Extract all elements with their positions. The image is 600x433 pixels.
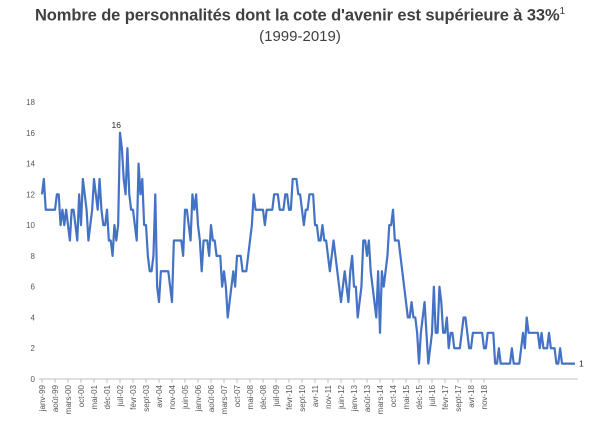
x-tick-label: déc-15	[415, 384, 424, 409]
x-tick-label: oct-14	[389, 384, 398, 407]
y-tick-label: 18	[26, 98, 35, 107]
y-tick-label: 4	[31, 313, 36, 322]
y-axis: 0 2 4 6 8 10 12 14 16 18	[26, 98, 35, 384]
series-group	[40, 131, 575, 365]
x-axis: janv-99 août-99 mars-00 oct-00 mai-01 déc-01 j…	[38, 378, 578, 414]
x-tick-label: mars-07	[220, 384, 229, 414]
x-tick-label: juil-02	[116, 384, 125, 407]
x-tick-label: mars-00	[64, 384, 73, 414]
y-tick-label: 8	[31, 252, 36, 261]
y-tick-label: 14	[26, 160, 35, 169]
x-tick-label: févr-10	[285, 384, 294, 409]
x-tick-label: nov-11	[324, 384, 333, 408]
y-tick-label: 12	[26, 190, 35, 199]
x-tick-label: juin-12	[337, 384, 346, 410]
x-tick-label: sept-17	[454, 384, 463, 411]
x-tick-label: nov-04	[168, 384, 177, 409]
series-line	[40, 131, 575, 365]
x-tick-label: août-06	[207, 384, 216, 412]
x-tick-label: juin-05	[181, 384, 190, 410]
x-tick-label: févr-17	[441, 384, 450, 409]
x-tick-label: juil-09	[272, 384, 281, 407]
x-tick-label: avr-18	[467, 384, 476, 407]
x-tick-label: nov-18	[480, 384, 489, 409]
x-tick-label: mars-14	[376, 384, 385, 414]
x-tick-label: juil-16	[428, 384, 437, 407]
data-label-peak: 16	[112, 120, 122, 130]
y-tick-label: 2	[31, 344, 36, 353]
x-tick-label: janv-13	[350, 384, 359, 412]
x-tick-label: avr-04	[155, 384, 164, 407]
x-tick-label: oct-00	[77, 384, 86, 407]
x-tick-label: mai-15	[402, 384, 411, 409]
x-tick-label: août-13	[363, 384, 372, 412]
y-tick-label: 16	[26, 129, 35, 138]
x-tick-label: avr-11	[311, 384, 320, 407]
x-tick-label: mai-01	[90, 384, 99, 409]
x-tick-label: oct-07	[233, 384, 242, 407]
title-block: Nombre de personnalités dont la cote d'a…	[0, 6, 600, 45]
x-tick-label: févr-03	[129, 384, 138, 409]
x-tick-label: déc-01	[103, 384, 112, 409]
x-tick-label: mai-08	[246, 384, 255, 409]
x-tick-label: déc-08	[259, 384, 268, 409]
chart-title: Nombre de personnalités dont la cote d'a…	[0, 6, 600, 26]
y-tick-label: 10	[26, 221, 35, 230]
x-tick-label: janv-99	[38, 384, 47, 412]
x-tick-label: août-99	[51, 384, 60, 412]
x-tick-label: sept-03	[142, 384, 151, 411]
x-tick-label: janv-06	[194, 384, 203, 412]
data-label-last: 1	[579, 359, 584, 369]
y-tick-label: 0	[31, 375, 36, 384]
x-tick-label: sept-10	[298, 384, 307, 411]
y-tick-label: 6	[31, 283, 36, 292]
chart-subtitle: (1999-2019)	[259, 27, 341, 45]
data-labels: 16 1	[112, 120, 584, 369]
title-footnote-marker: 1	[559, 6, 566, 17]
chart-title-text: Nombre de personnalités dont la cote d'a…	[34, 6, 560, 25]
